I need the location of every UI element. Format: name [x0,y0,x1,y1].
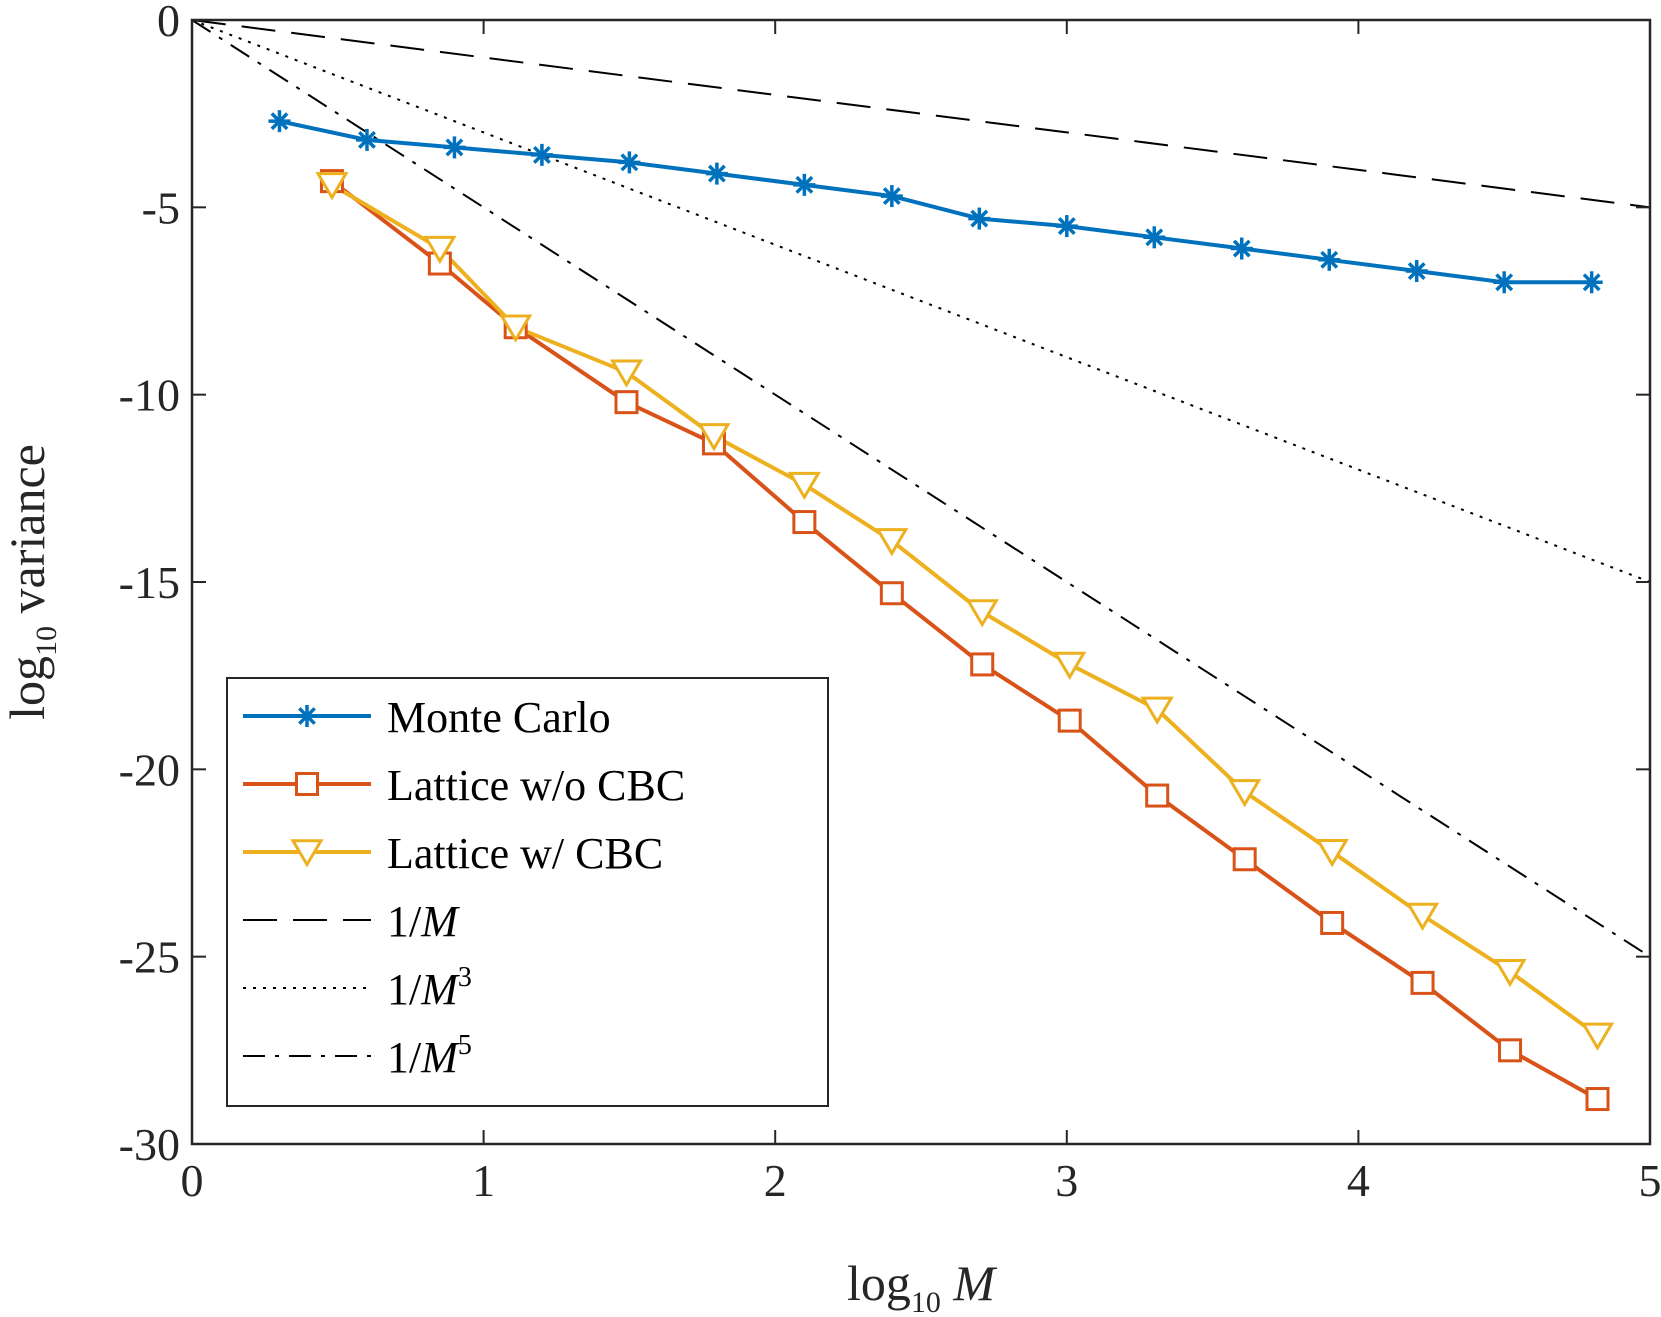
point-lattice-with-cbc-4 [609,359,644,388]
y-tick-label: -20 [119,744,180,795]
point-monte-carlo-2 [355,128,378,151]
point-monte-carlo-15 [1493,271,1516,294]
legend-label-one-over-m3: 1/M3 [387,962,472,1014]
y-axis-title-subscript: 10 [30,626,63,656]
y-axis-title: log10 variance [0,444,63,720]
point-lattice-with-cbc-9 [1053,651,1087,680]
legend-label-monte-carlo: Monte Carlo [387,693,611,742]
point-lattice-without-cbc-14 [1498,1038,1523,1063]
y-tick-label: -15 [119,557,180,608]
legend-label-one-over-m5: 1/M5 [387,1030,472,1082]
point-monte-carlo-3 [443,136,466,159]
legend-items [243,705,371,1057]
point-lattice-with-cbc-5 [697,423,731,452]
point-monte-carlo-4 [530,143,553,166]
y-tick-label: -10 [119,370,180,421]
point-monte-carlo-10 [1055,215,1078,238]
x-tick-label: 3 [1055,1155,1078,1206]
x-axis-title-prefix: log [847,1255,911,1311]
reference-lines [192,20,1650,958]
x-axis-title-subscript: 10 [911,1286,941,1317]
point-lattice-with-cbc-12 [1315,839,1349,868]
point-lattice-with-cbc-10 [1140,696,1174,725]
point-lattice-without-cbc-9 [1057,708,1082,733]
point-lattice-with-cbc-14 [1493,958,1527,988]
legend-label-one-over-m: 1/M [387,897,460,946]
point-lattice-without-cbc-4 [614,390,639,415]
point-lattice-without-cbc-13 [1410,970,1435,995]
legend-label-one-over-m5-base: 1/ [387,1033,422,1082]
series-line-monte-carlo [279,119,1592,285]
y-tick-label: -25 [119,932,180,983]
point-lattice-with-cbc-13 [1405,902,1440,932]
point-lattice-with-cbc-7 [875,528,909,557]
legend-label-one-over-m5-power: 5 [458,1030,472,1061]
y-tick-label: -30 [119,1119,180,1170]
legend: Monte Carlo Lattice w/o CBC Lattice w/ C… [226,677,829,1107]
point-lattice-with-cbc-6 [787,471,821,501]
point-lattice-without-cbc-6 [792,510,817,535]
x-tick-label: 2 [764,1155,787,1206]
point-lattice-with-cbc-3 [499,314,533,343]
x-axis-title-var: M [952,1255,997,1311]
point-monte-carlo-1 [268,110,291,133]
point-lattice-with-cbc-15 [1580,1022,1615,1051]
legend-label-one-over-m3-power: 3 [458,962,472,993]
legend-marker-lattice-with-cbc [290,839,324,868]
point-monte-carlo-6 [705,162,728,185]
y-axis-title-prefix: log [0,656,55,720]
legend-label-one-over-m5-var: M [420,1033,460,1082]
legend-label-lattice-with-cbc: Lattice w/ CBC [387,829,663,878]
point-lattice-without-cbc-8 [970,652,995,677]
x-tick-label: 1 [472,1155,495,1206]
point-lattice-with-cbc-1 [315,172,349,201]
point-lattice-without-cbc-15 [1585,1087,1610,1112]
legend-label-lattice-without-cbc: Lattice w/o CBC [387,761,685,810]
point-lattice-without-cbc-11 [1232,847,1257,872]
reference-line-1 [192,20,1650,209]
y-axis-title-rest: variance [0,444,55,613]
point-monte-carlo-11 [1143,226,1166,249]
point-monte-carlo-7 [793,173,816,196]
point-lattice-with-cbc-11 [1228,779,1262,808]
x-tick-label: 0 [181,1155,204,1206]
reference-line-2 [192,20,1650,583]
point-lattice-with-cbc-2 [423,235,457,265]
x-axis-title: log10 M [847,1255,997,1317]
reference-line-3 [192,20,1650,958]
legend-label-one-over-m-base: 1/ [387,897,422,946]
legend-box [226,677,829,1107]
point-monte-carlo-16 [1580,271,1603,294]
point-monte-carlo-5 [618,151,641,174]
y-axis: 0 -5 -10 -15 -20 -25 -30 [119,0,1650,1170]
point-lattice-without-cbc-10 [1145,783,1170,808]
point-monte-carlo-9 [968,207,991,230]
point-monte-carlo-14 [1405,260,1428,283]
legend-label-one-over-m3-var: M [420,965,460,1014]
point-monte-carlo-13 [1318,248,1341,271]
y-tick-label: 0 [157,0,180,46]
point-monte-carlo-12 [1230,237,1253,260]
point-lattice-without-cbc-7 [879,581,904,606]
point-lattice-with-cbc-8 [965,599,999,628]
legend-label-one-over-m-var: M [420,897,460,946]
legend-marker-monte-carlo [296,705,318,727]
point-monte-carlo-8 [880,185,903,208]
x-tick-label: 4 [1347,1155,1370,1206]
x-tick-label: 5 [1639,1155,1661,1206]
legend-label-one-over-m3-base: 1/ [387,965,422,1014]
y-tick-label: -5 [142,182,180,233]
point-lattice-without-cbc-12 [1320,910,1345,935]
x-axis: 0 1 2 3 4 5 [181,20,1661,1206]
legend-marker-lattice-without-cbc [295,772,319,796]
series-markers [268,110,1615,1112]
